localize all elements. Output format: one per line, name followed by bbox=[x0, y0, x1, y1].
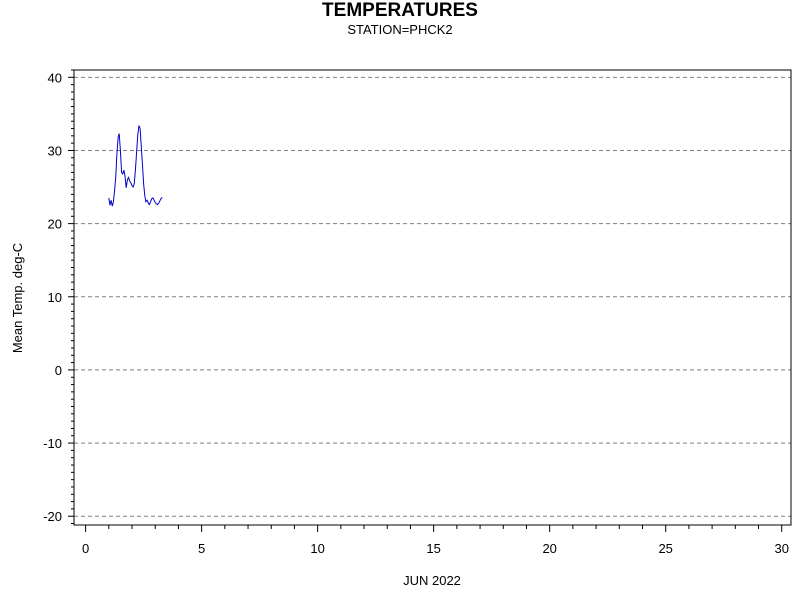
x-tick-label: 0 bbox=[82, 541, 89, 556]
chart-subtitle: STATION=PHCK2 bbox=[347, 22, 453, 37]
y-tick-label: 40 bbox=[48, 70, 62, 85]
x-axis-label: JUN 2022 bbox=[403, 573, 461, 588]
x-tick-label: 15 bbox=[426, 541, 440, 556]
y-axis-label: Mean Temp. deg-C bbox=[10, 243, 25, 353]
x-tick-label: 10 bbox=[310, 541, 324, 556]
x-tick-label: 25 bbox=[658, 541, 672, 556]
temperature-series-line bbox=[108, 125, 163, 207]
series-layer bbox=[108, 125, 163, 207]
y-tick-label: -20 bbox=[43, 509, 62, 524]
chart-title: TEMPERATURES bbox=[322, 0, 478, 21]
y-axis: -20 -10 0 10 20 30 40 bbox=[43, 69, 74, 524]
plot-frame bbox=[73, 69, 792, 526]
y-tick-label: 20 bbox=[48, 217, 62, 232]
x-tick-label: 30 bbox=[774, 541, 788, 556]
y-tick-label: 30 bbox=[48, 143, 62, 158]
x-axis: 0 5 10 15 20 25 30 bbox=[82, 525, 789, 556]
grid-lines bbox=[74, 76, 791, 517]
y-tick-label: 10 bbox=[48, 290, 62, 305]
x-tick-label: 5 bbox=[198, 541, 205, 556]
y-tick-label: -10 bbox=[43, 436, 62, 451]
y-tick-label: 0 bbox=[55, 363, 62, 378]
x-tick-label: 20 bbox=[542, 541, 556, 556]
